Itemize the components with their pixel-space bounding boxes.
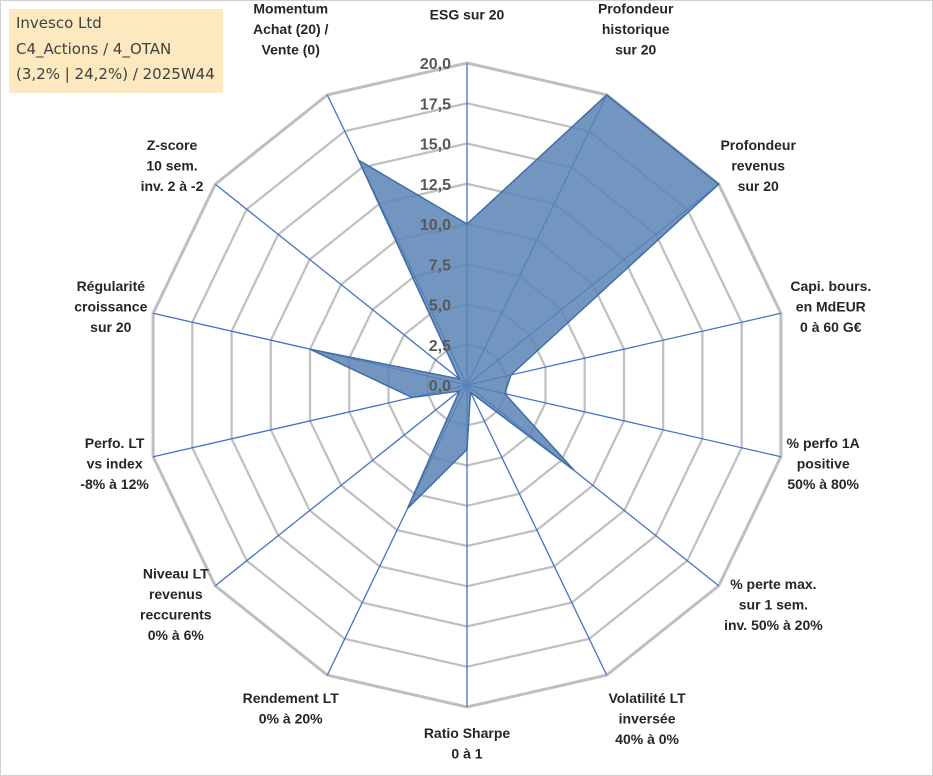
axis-label-line: inv. 50% à 20% (724, 617, 823, 633)
axis-label-line: inversée (619, 711, 676, 727)
tick-label: 20,0 (420, 56, 451, 73)
axis-label-line: reccurents (140, 607, 212, 623)
axis-spoke (214, 384, 468, 587)
axis-label-line: inv. 2 à -2 (141, 178, 204, 194)
series-area (309, 93, 720, 509)
radar-series (309, 93, 720, 509)
axis-label-line: 0% à 20% (259, 711, 323, 727)
axis-label-line: Achat (20) / (253, 21, 329, 37)
axis-label-line: revenus (731, 158, 785, 174)
axis-label-line: 0 à 60 G€ (800, 319, 862, 335)
tick-label: 15,0 (420, 137, 451, 154)
axis-label-group: Momentum Achat (20) / Vente (0) (253, 0, 329, 57)
info-category: C4_Actions / 4_OTAN (16, 40, 172, 58)
axis-spoke (466, 384, 608, 676)
radial-tick-labels: 0,0 2,5 5,0 7,5 10,0 12,5 15,0 17,5 20,0 (420, 56, 451, 395)
tick-label: 12,5 (420, 177, 451, 194)
axis-label-group: Rendement LT 0% à 20% (243, 690, 340, 727)
axis-label-line: en MdEUR (796, 299, 866, 315)
axis-label-group: Capi. bours. en MdEUR 0 à 60 G€ (790, 278, 871, 335)
axis-label-line: Profondeur (720, 137, 796, 153)
info-box: Invesco Ltd C4_Actions / 4_OTAN (3,2% | … (9, 9, 223, 93)
axis-label-group: Profondeur historique sur 20 (598, 0, 674, 57)
axis-label-line: 40% à 0% (615, 731, 679, 747)
tick-label: 10,0 (420, 217, 451, 234)
axis-label-line: % perte max. (730, 576, 816, 592)
axis-spoke (214, 183, 468, 386)
axis-label-line: Vente (0) (262, 41, 320, 57)
axis-label-group: Note ESG sur 20 (430, 0, 505, 23)
axis-label-line: 0 à 1 (451, 746, 482, 762)
info-company-name: Invesco Ltd (16, 14, 102, 32)
axis-label-line: Profondeur (598, 0, 674, 16)
axis-label-line: Régularité (77, 278, 146, 294)
axis-label-line: ESG sur 20 (430, 7, 505, 23)
tick-label: 7,5 (429, 257, 451, 274)
axis-label-line: 0% à 6% (148, 627, 205, 643)
axis-label-line: sur 20 (90, 319, 131, 335)
axis-label-group: Régularité croissance sur 20 (74, 278, 147, 335)
axis-label-group: Perfo. LT vs index -8% à 12% (80, 435, 149, 492)
axis-label-line: 10 sem. (146, 158, 197, 174)
axis-label-group: Volatilité LT inversée 40% à 0% (608, 690, 686, 747)
axis-label-group: % perfo 1A positive 50% à 80% (787, 435, 860, 492)
axis-label-line: vs index (87, 455, 143, 471)
tick-label: 17,5 (420, 96, 451, 113)
axis-label-line: Ratio Sharpe (424, 725, 511, 741)
info-range-week: (3,2% | 24,2%) / 2025W44 (16, 65, 215, 83)
axis-label-line: Note (451, 0, 482, 2)
tick-label: 5,0 (429, 298, 451, 315)
axis-label-group: Profondeur revenus sur 20 (720, 137, 796, 194)
axis-label-line: positive (797, 455, 850, 471)
axis-label-line: revenus (149, 586, 203, 602)
tick-label: 2,5 (429, 338, 451, 355)
axis-spoke (466, 384, 782, 458)
axis-label-line: sur 20 (738, 178, 779, 194)
axis-label-line: Momentum (253, 0, 328, 16)
axis-label-line: historique (602, 21, 670, 37)
axis-label-line: % perfo 1A (787, 435, 860, 451)
axis-spoke (466, 312, 782, 386)
axis-label-line: Volatilité LT (608, 690, 686, 706)
axis-label-line: -8% à 12% (80, 476, 149, 492)
axis-label-line: sur 20 (615, 41, 656, 57)
axis-label-group: Z-score 10 sem. inv. 2 à -2 (141, 137, 204, 194)
tick-label: 0,0 (429, 378, 451, 395)
axis-label-group: % perte max. sur 1 sem. inv. 50% à 20% (724, 576, 823, 633)
axis-label-group: Niveau LT revenus reccurents 0% à 6% (140, 566, 212, 644)
axis-label-line: Z-score (147, 137, 198, 153)
axis-labels: Note ESG sur 20 Profondeur historique sur 20… (74, 0, 871, 762)
axis-label-line: sur 1 sem. (739, 597, 808, 613)
axis-label-line: Capi. bours. (790, 278, 871, 294)
axis-label-line: Niveau LT (143, 566, 209, 582)
axis-label-line: Rendement LT (243, 690, 340, 706)
axis-label-line: Perfo. LT (85, 435, 145, 451)
axis-label-line: 50% à 80% (787, 476, 859, 492)
axis-label-group: Ratio Sharpe 0 à 1 (424, 725, 511, 762)
axis-label-line: croissance (74, 299, 147, 315)
